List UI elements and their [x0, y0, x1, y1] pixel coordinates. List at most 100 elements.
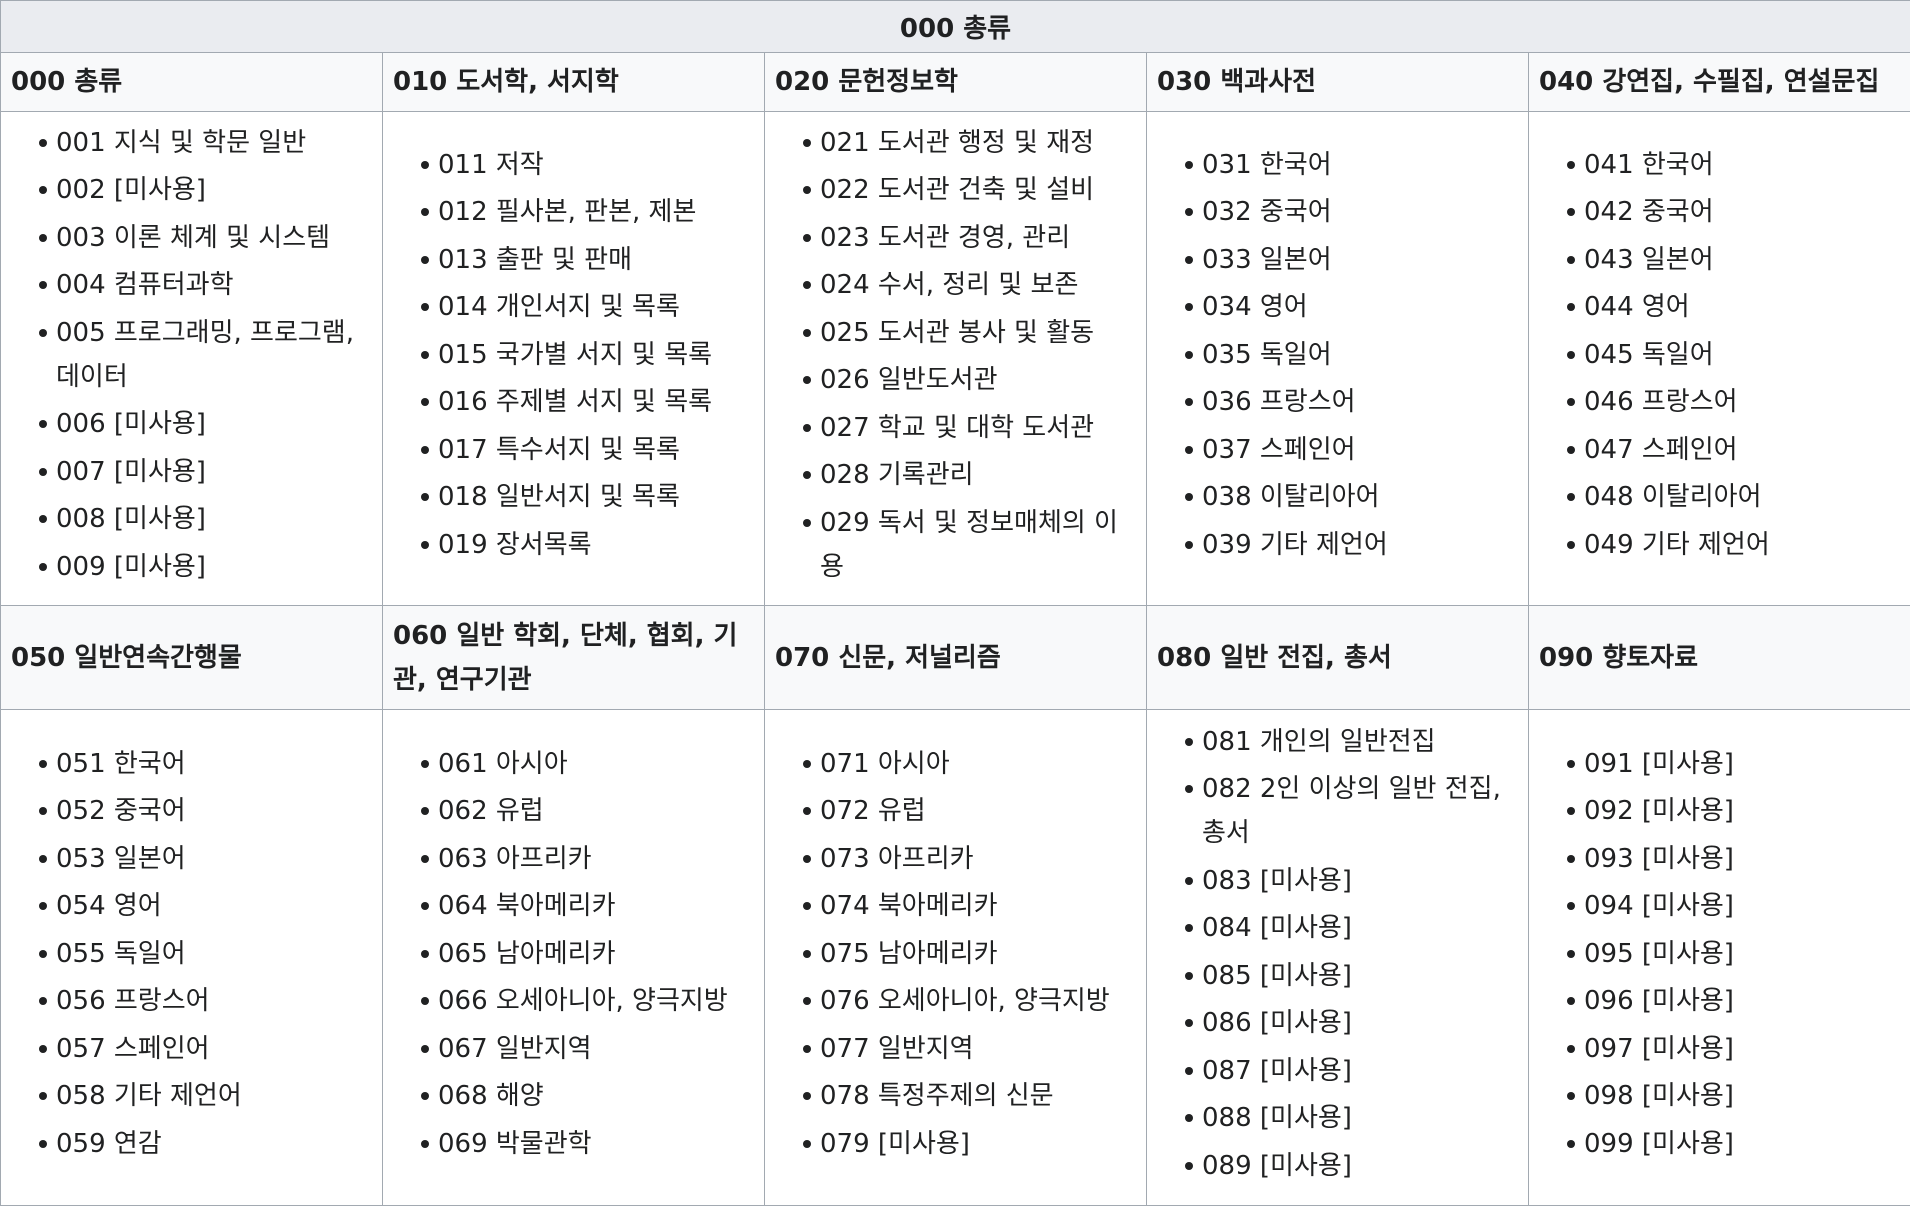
subclass-item: 076 오세아니아, 양극지방 [803, 979, 1136, 1023]
subclass-item: 047 스페인어 [1566, 428, 1900, 472]
section-heading-010: 010 도서학, 서지학 [382, 52, 765, 112]
section-heading-090: 090 향토자료 [1527, 605, 1910, 710]
subclass-item: 091 [미사용] [1566, 742, 1900, 786]
subclass-item: 088 [미사용] [1185, 1096, 1518, 1140]
subclass-item: 052 중국어 [39, 789, 372, 833]
subclass-item: 078 특정주제의 신문 [803, 1074, 1136, 1118]
subclass-list: 061 아시아 062 유럽 063 아프리카 064 북아메리카 065 남아메리카 0… [393, 742, 754, 1166]
subclass-item: 049 기타 제언어 [1566, 523, 1900, 567]
subclass-item: 095 [미사용] [1566, 932, 1900, 976]
subclass-item: 069 박물관학 [421, 1122, 754, 1166]
section-heading-080: 080 일반 전집, 총서 [1146, 605, 1529, 710]
table-title: 000 총류 [0, 0, 1910, 53]
subclass-item: 071 아시아 [803, 742, 1136, 786]
subclass-item: 064 북아메리카 [421, 884, 754, 928]
subclass-item: 062 유럽 [421, 789, 754, 833]
subclass-item: 004 컴퓨터과학 [39, 263, 372, 307]
subclass-item: 079 [미사용] [803, 1122, 1136, 1166]
subclass-item: 068 해양 [421, 1074, 754, 1118]
subclass-item: 008 [미사용] [39, 497, 372, 541]
subclass-item: 011 저작 [421, 143, 754, 187]
subclass-item: 014 개인서지 및 목록 [421, 285, 754, 329]
subclass-item: 073 아프리카 [803, 837, 1136, 881]
section-heading-040: 040 강연집, 수필집, 연설문집 [1527, 52, 1910, 112]
subclass-item: 094 [미사용] [1566, 884, 1900, 928]
section-list-020: 021 도서관 행정 및 재정 022 도서관 건축 및 설비 023 도서관 경영… [764, 111, 1147, 606]
section-list-090: 091 [미사용] 092 [미사용] 093 [미사용] 094 [미사용] 095 … [1527, 709, 1910, 1206]
section-list-030: 031 한국어 032 중국어 033 일본어 034 영어 035 독일어 036 프랑… [1146, 111, 1529, 606]
subclass-item: 092 [미사용] [1566, 789, 1900, 833]
subclass-list: 071 아시아 072 유럽 073 아프리카 074 북아메리카 075 남아메리카 0… [775, 742, 1136, 1166]
subclass-item: 007 [미사용] [39, 450, 372, 494]
section-list-070: 071 아시아 072 유럽 073 아프리카 074 북아메리카 075 남아메리카 0… [764, 709, 1147, 1206]
subclass-item: 044 영어 [1566, 285, 1900, 329]
subclass-item: 045 독일어 [1566, 333, 1900, 377]
subclass-item: 016 주제별 서지 및 목록 [421, 380, 754, 424]
section-heading-row: 050 일반연속간행물 060 일반 학회, 단체, 협회, 기관, 연구기관 … [0, 605, 1910, 710]
subclass-item: 017 특수서지 및 목록 [421, 428, 754, 472]
subclass-item: 061 아시아 [421, 742, 754, 786]
subclass-item: 006 [미사용] [39, 402, 372, 446]
section-list-010: 011 저작 012 필사본, 판본, 제본 013 출판 및 판매 014 개인서지… [382, 111, 765, 606]
subclass-item: 036 프랑스어 [1185, 380, 1518, 424]
subclass-list: 011 저작 012 필사본, 판본, 제본 013 출판 및 판매 014 개인서지… [393, 143, 754, 567]
subclass-item: 032 중국어 [1185, 190, 1518, 234]
subclass-item: 067 일반지역 [421, 1027, 754, 1071]
subclass-item: 082 2인 이상의 일반 전집, 총서 [1185, 767, 1518, 855]
subclass-item: 053 일본어 [39, 837, 372, 881]
subclass-list: 091 [미사용] 092 [미사용] 093 [미사용] 094 [미사용] 095 … [1539, 742, 1900, 1166]
subclass-item: 086 [미사용] [1185, 1001, 1518, 1045]
subclass-item: 021 도서관 행정 및 재정 [803, 121, 1136, 165]
subclass-item: 001 지식 및 학문 일반 [39, 121, 372, 165]
subclass-item: 005 프로그래밍, 프로그램, 데이터 [39, 311, 372, 399]
subclass-item: 059 연감 [39, 1122, 372, 1166]
subclass-item: 055 독일어 [39, 932, 372, 976]
subclass-item: 043 일본어 [1566, 238, 1900, 282]
subclass-item: 002 [미사용] [39, 168, 372, 212]
subclass-item: 077 일반지역 [803, 1027, 1136, 1071]
subclass-item: 048 이탈리아어 [1566, 475, 1900, 519]
subclass-item: 046 프랑스어 [1566, 380, 1900, 424]
subclass-item: 074 북아메리카 [803, 884, 1136, 928]
subclass-item: 085 [미사용] [1185, 954, 1518, 998]
subclass-item: 034 영어 [1185, 285, 1518, 329]
subclass-item: 087 [미사용] [1185, 1049, 1518, 1093]
subclass-item: 018 일반서지 및 목록 [421, 475, 754, 519]
subclass-item: 089 [미사용] [1185, 1144, 1518, 1188]
subclass-item: 038 이탈리아어 [1185, 475, 1518, 519]
section-list-000: 001 지식 및 학문 일반 002 [미사용] 003 이론 체계 및 시스템 00… [0, 111, 383, 606]
subclass-list: 001 지식 및 학문 일반 002 [미사용] 003 이론 체계 및 시스템 00… [11, 121, 372, 589]
section-list-050: 051 한국어 052 중국어 053 일본어 054 영어 055 독일어 056 프랑… [0, 709, 383, 1206]
subclass-list: 041 한국어 042 중국어 043 일본어 044 영어 045 독일어 046 프랑… [1539, 143, 1900, 567]
subclass-item: 072 유럽 [803, 789, 1136, 833]
section-heading-070: 070 신문, 저널리즘 [764, 605, 1147, 710]
subclass-list: 081 개인의 일반전집 082 2인 이상의 일반 전집, 총서 083 [미사용… [1157, 720, 1518, 1188]
subclass-item: 098 [미사용] [1566, 1074, 1900, 1118]
subclass-item: 019 장서목록 [421, 523, 754, 567]
section-heading-020: 020 문헌정보학 [764, 52, 1147, 112]
subclass-item: 009 [미사용] [39, 545, 372, 589]
subclass-item: 042 중국어 [1566, 190, 1900, 234]
subclass-item: 035 독일어 [1185, 333, 1518, 377]
subclass-item: 033 일본어 [1185, 238, 1518, 282]
subclass-item: 056 프랑스어 [39, 979, 372, 1023]
subclass-list: 051 한국어 052 중국어 053 일본어 054 영어 055 독일어 056 프랑… [11, 742, 372, 1166]
subclass-item: 039 기타 제언어 [1185, 523, 1518, 567]
subclass-list: 031 한국어 032 중국어 033 일본어 034 영어 035 독일어 036 프랑… [1157, 143, 1518, 567]
section-list-040: 041 한국어 042 중국어 043 일본어 044 영어 045 독일어 046 프랑… [1527, 111, 1910, 606]
section-list-060: 061 아시아 062 유럽 063 아프리카 064 북아메리카 065 남아메리카 0… [382, 709, 765, 1206]
title-row: 000 총류 [0, 0, 1910, 53]
section-heading-050: 050 일반연속간행물 [0, 605, 383, 710]
subclass-item: 054 영어 [39, 884, 372, 928]
subclass-item: 058 기타 제언어 [39, 1074, 372, 1118]
subclass-item: 022 도서관 건축 및 설비 [803, 168, 1136, 212]
subclass-list: 021 도서관 행정 및 재정 022 도서관 건축 및 설비 023 도서관 경영… [775, 121, 1136, 589]
subclass-item: 051 한국어 [39, 742, 372, 786]
subclass-item: 066 오세아니아, 양극지방 [421, 979, 754, 1023]
subclass-item: 041 한국어 [1566, 143, 1900, 187]
subclass-item: 012 필사본, 판본, 제본 [421, 190, 754, 234]
section-body-row: 001 지식 및 학문 일반 002 [미사용] 003 이론 체계 및 시스템 00… [0, 111, 1910, 606]
subclass-item: 013 출판 및 판매 [421, 238, 754, 282]
section-heading-030: 030 백과사전 [1146, 52, 1529, 112]
